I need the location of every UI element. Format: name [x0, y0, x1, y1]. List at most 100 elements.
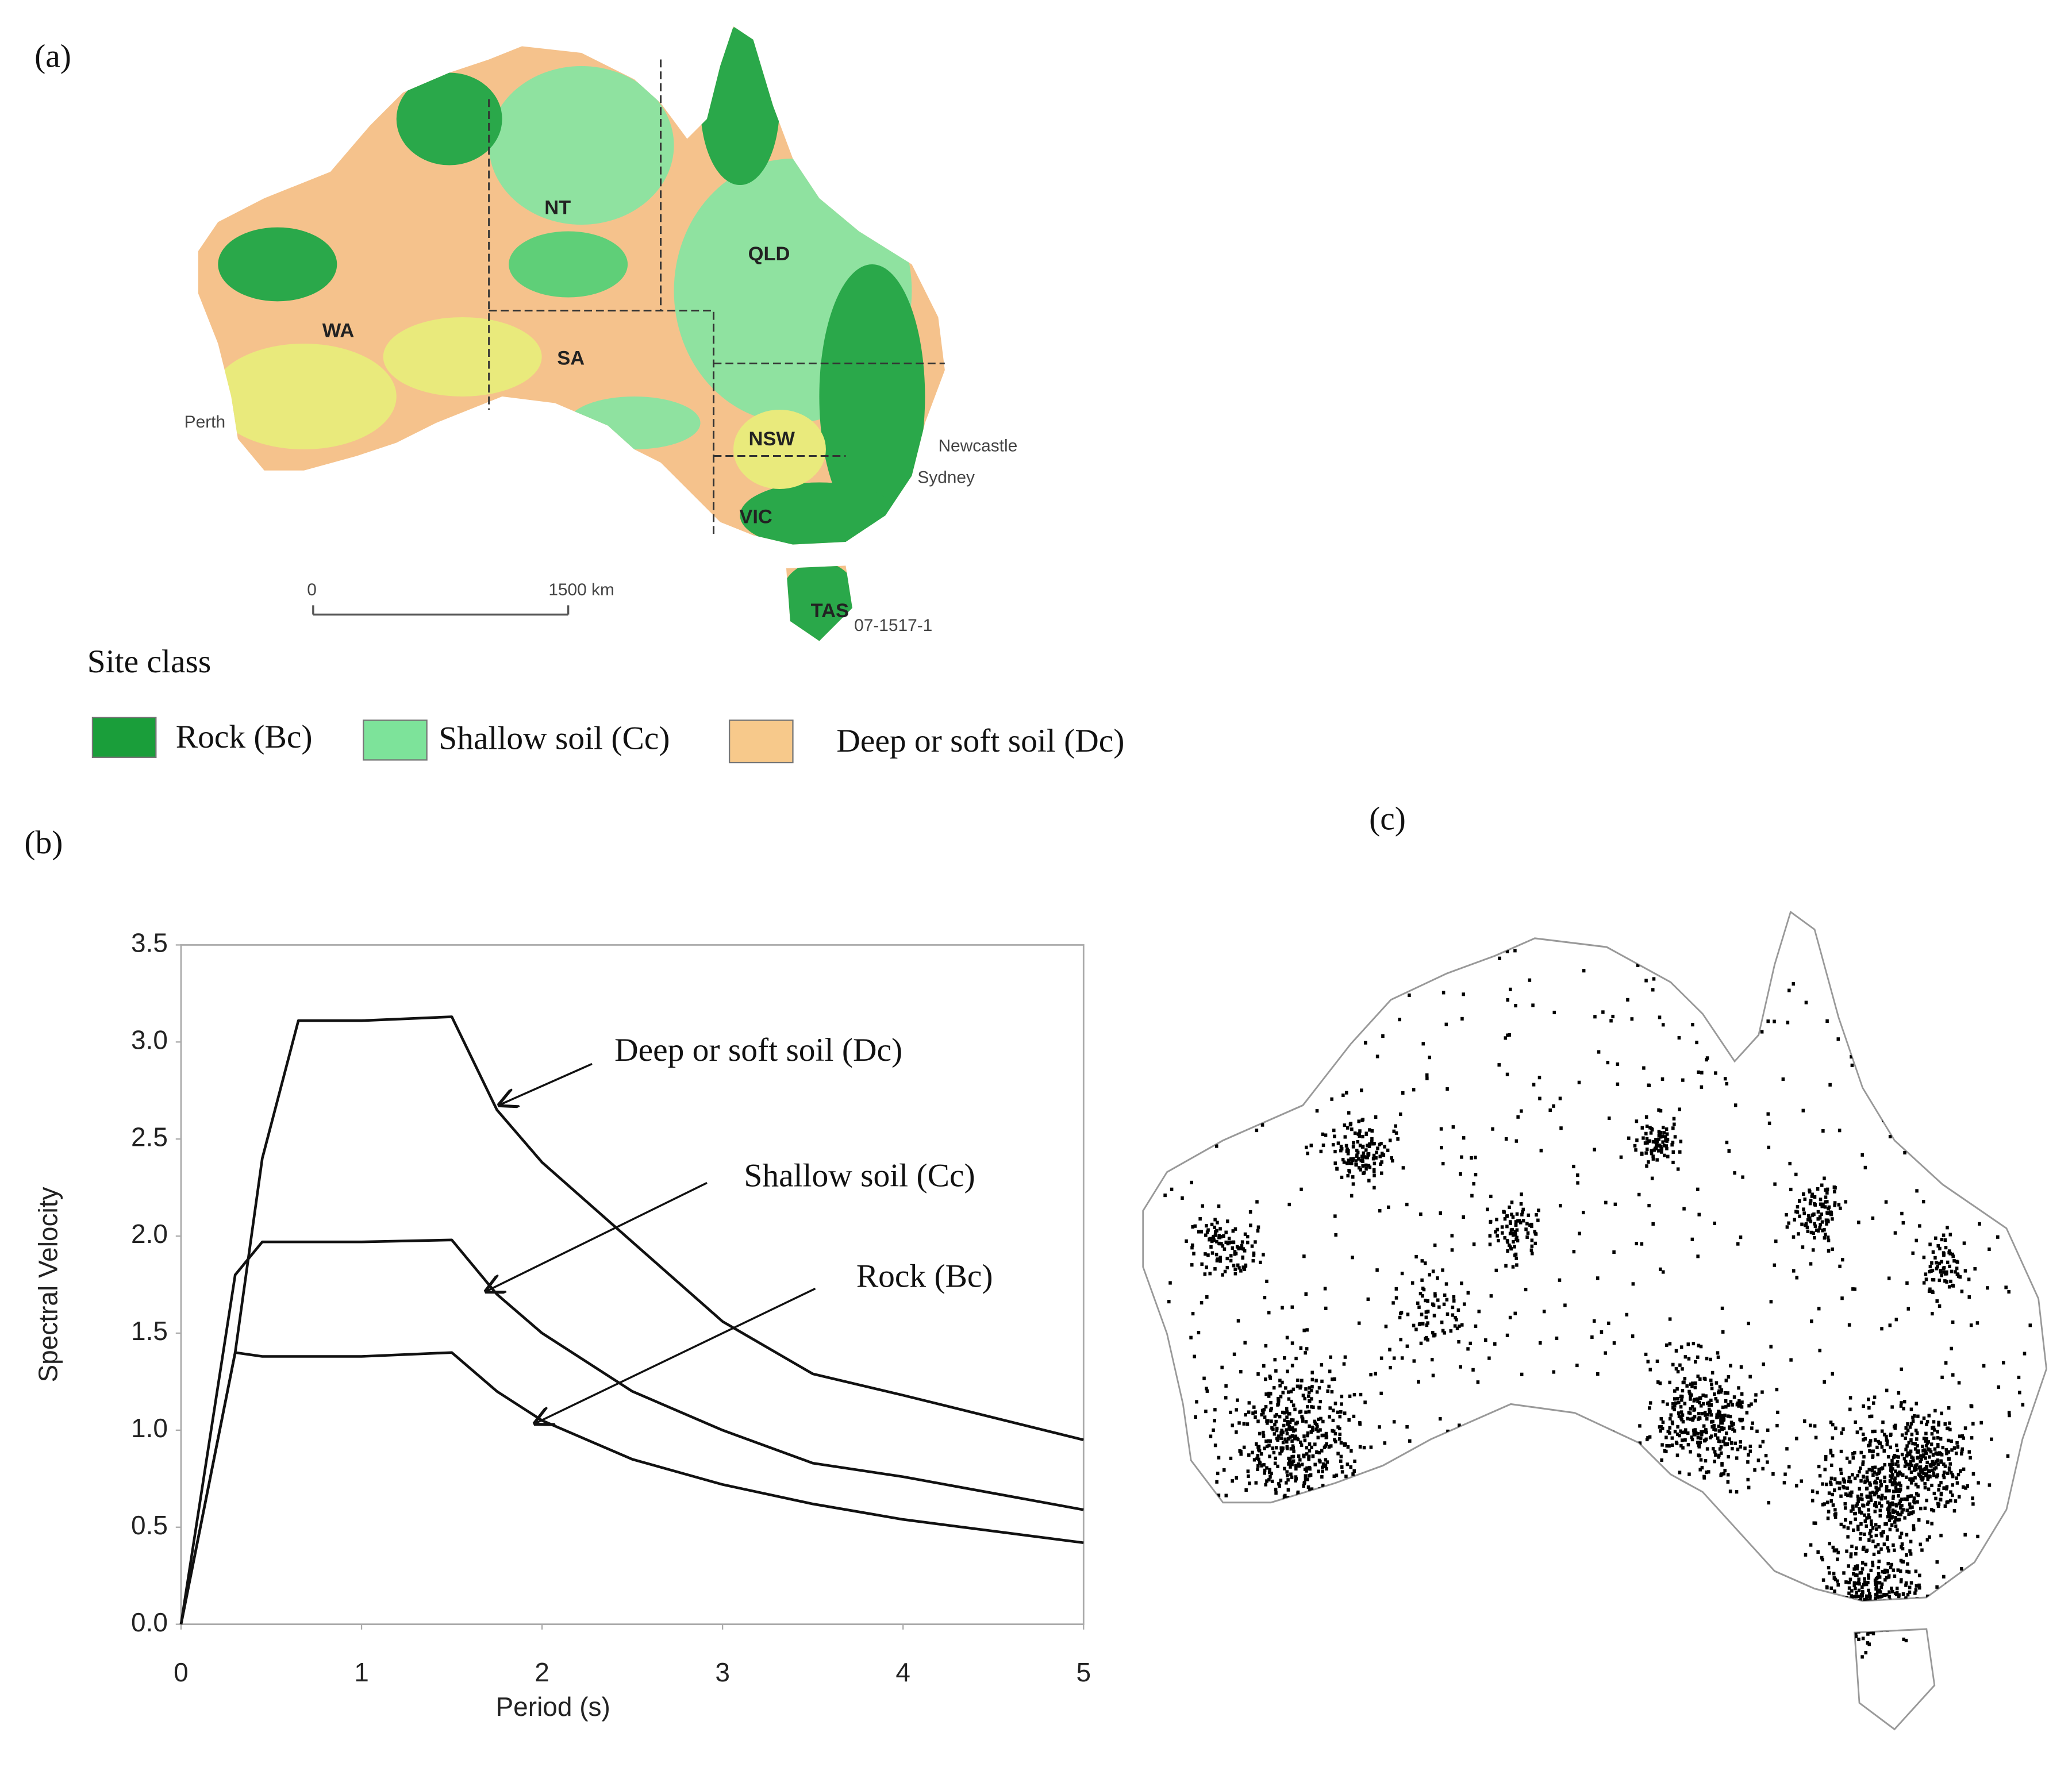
dot	[1651, 1157, 1655, 1161]
dot	[1665, 1488, 1669, 1492]
dot	[1796, 1204, 1800, 1209]
dot	[1282, 1495, 1286, 1499]
dot	[1913, 1464, 1917, 1468]
dot	[1808, 1188, 1811, 1192]
dot	[1744, 1004, 1748, 1008]
dot	[1556, 1468, 1560, 1473]
dot	[1951, 1284, 1955, 1288]
dot	[1899, 1484, 1902, 1488]
dot	[1313, 1462, 1317, 1466]
dot	[1849, 1494, 1853, 1498]
dot	[1616, 1082, 1620, 1086]
dot	[1890, 1476, 1894, 1480]
dot	[1441, 1161, 1445, 1166]
dot	[1853, 1451, 1856, 1455]
dot	[1446, 1087, 1449, 1091]
dot	[1383, 1145, 1386, 1149]
dot	[1889, 1587, 1893, 1591]
y-tick-label: 1.0	[131, 1413, 168, 1443]
dot	[1266, 1421, 1269, 1425]
dot	[1343, 1123, 1347, 1127]
dot	[1373, 1003, 1377, 1007]
dot	[1677, 1400, 1681, 1404]
dot	[1511, 1215, 1515, 1219]
dot	[1167, 1300, 1171, 1304]
dot	[1668, 1380, 1671, 1384]
dot	[1842, 1597, 1846, 1601]
city-label: Sydney	[917, 468, 975, 487]
dot	[2023, 1106, 2026, 1110]
dot	[1938, 1451, 1942, 1455]
dot	[1904, 1638, 1908, 1643]
dot	[1924, 1439, 1927, 1443]
dot	[1513, 1253, 1517, 1257]
dot	[1713, 1392, 1716, 1396]
dot	[1419, 1212, 1423, 1217]
dot	[1892, 1568, 1896, 1572]
dot	[1914, 1429, 1918, 1433]
dot	[1525, 1222, 1529, 1226]
dot	[1262, 1434, 1266, 1438]
dot	[1239, 1530, 1243, 1534]
dot	[1712, 1427, 1716, 1431]
dot	[1930, 1483, 1933, 1488]
dot	[1209, 1434, 1213, 1438]
dot	[1551, 1475, 1554, 1479]
dot	[1239, 1452, 1243, 1456]
dot	[1813, 1195, 1817, 1199]
dot	[1343, 1135, 1347, 1139]
dot	[1274, 1369, 1278, 1373]
dot	[1323, 1445, 1327, 1449]
dot	[1287, 1203, 1291, 1207]
dot	[1816, 1550, 1820, 1554]
dot	[1193, 1354, 1196, 1358]
dot	[1256, 1372, 1260, 1376]
dot	[1925, 1419, 1929, 1424]
dot	[1724, 1431, 1728, 1435]
dot	[1252, 1253, 1256, 1257]
dot	[1323, 1287, 1327, 1291]
dot	[1634, 1469, 1637, 1473]
dot	[1529, 1222, 1533, 1227]
dot	[1867, 1630, 1871, 1635]
dot	[1232, 1000, 1235, 1004]
dot	[1401, 1487, 1404, 1491]
dot	[1900, 1211, 1904, 1215]
dot	[1971, 1502, 1975, 1506]
dot	[1286, 1508, 1290, 1512]
dot	[1921, 1445, 1924, 1449]
dot	[1576, 1173, 1579, 1177]
dot	[1217, 1234, 1221, 1238]
dot	[1754, 1393, 1758, 1397]
dot	[1896, 1603, 1900, 1607]
dot	[1370, 1129, 1374, 1133]
dot	[1277, 1482, 1281, 1486]
dot	[1908, 1037, 1911, 1041]
dot	[1290, 1439, 1294, 1443]
dot	[1514, 1237, 1518, 1241]
dot	[1649, 1131, 1653, 1135]
dot	[1889, 1474, 1892, 1478]
dot	[1193, 1224, 1197, 1228]
dot	[1515, 1228, 1519, 1232]
dot	[1820, 1183, 1824, 1187]
dot	[1314, 1427, 1318, 1431]
dot	[1335, 1473, 1339, 1477]
dot	[1274, 1419, 1278, 1423]
dot	[1352, 1141, 1355, 1145]
dot	[1833, 1203, 1836, 1207]
dot	[1475, 1484, 1479, 1488]
dot	[1844, 1606, 1847, 1611]
dot	[1672, 1117, 1676, 1121]
dot	[1869, 1495, 1873, 1499]
dot	[1881, 1420, 1885, 1425]
dot	[1754, 1399, 1757, 1403]
dot	[1695, 1041, 1698, 1045]
dot	[1845, 1604, 1848, 1609]
dot	[1847, 1614, 1851, 1618]
dot	[1859, 1479, 1863, 1483]
dot	[1954, 1270, 1957, 1274]
dot	[1813, 1424, 1817, 1428]
dot	[1237, 1266, 1241, 1270]
dot	[1325, 1460, 1329, 1464]
